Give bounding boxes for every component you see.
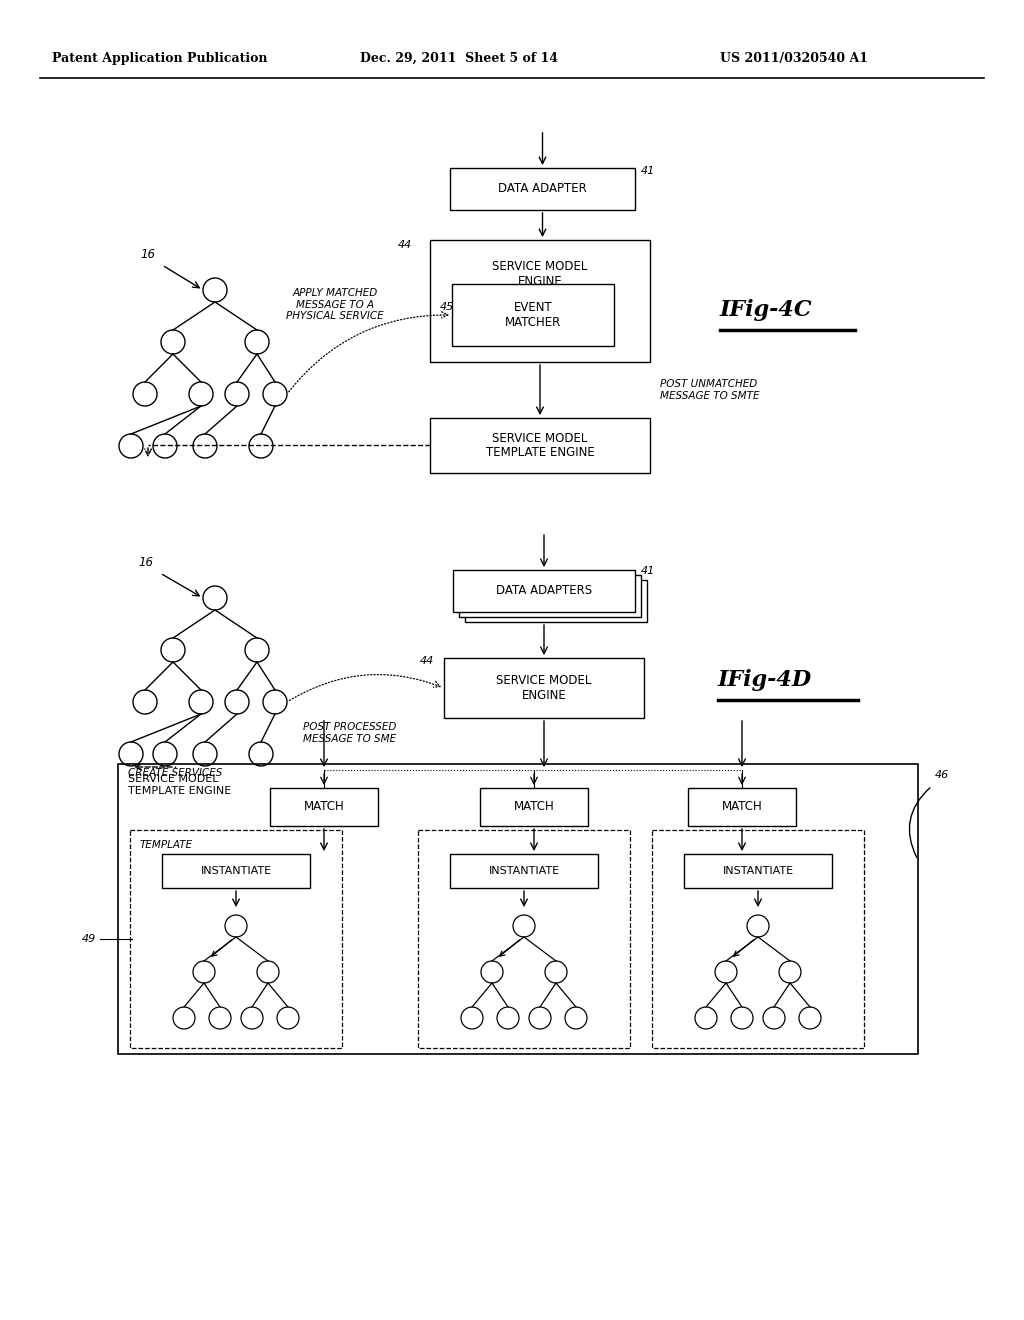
Bar <box>270 788 378 826</box>
Bar <box>459 576 641 616</box>
Text: DATA ADAPTERS: DATA ADAPTERS <box>496 585 592 598</box>
Text: INSTANTIATE: INSTANTIATE <box>201 866 271 876</box>
Bar <box>452 284 614 346</box>
Text: 16: 16 <box>140 248 155 261</box>
Text: IFig-4C: IFig-4C <box>720 300 813 321</box>
Bar <box>430 418 650 473</box>
Bar <box>688 788 796 826</box>
Text: EVENT
MATCHER: EVENT MATCHER <box>505 301 561 329</box>
Bar <box>418 830 630 1048</box>
Text: SERVICE MODEL
TEMPLATE ENGINE: SERVICE MODEL TEMPLATE ENGINE <box>128 774 231 796</box>
Text: 44: 44 <box>397 240 412 249</box>
Bar <box>450 854 598 888</box>
Bar <box>684 854 831 888</box>
Text: 16: 16 <box>138 556 153 569</box>
Text: TEMPLATE: TEMPLATE <box>140 840 194 850</box>
Bar <box>450 168 635 210</box>
Text: CREATE SERVICES: CREATE SERVICES <box>128 768 222 777</box>
Text: 41: 41 <box>641 566 655 576</box>
Text: APPLY MATCHED
MESSAGE TO A
PHYSICAL SERVICE: APPLY MATCHED MESSAGE TO A PHYSICAL SERV… <box>286 288 384 321</box>
Text: 44: 44 <box>420 656 434 667</box>
Text: MATCH: MATCH <box>514 800 554 813</box>
Text: MATCH: MATCH <box>304 800 344 813</box>
Text: SERVICE MODEL
ENGINE: SERVICE MODEL ENGINE <box>493 260 588 288</box>
Bar <box>453 570 635 612</box>
Bar <box>130 830 342 1048</box>
Text: SERVICE MODEL
ENGINE: SERVICE MODEL ENGINE <box>497 675 592 702</box>
Bar <box>652 830 864 1048</box>
Bar <box>430 240 650 362</box>
Text: 45: 45 <box>440 302 455 312</box>
Bar <box>162 854 310 888</box>
Text: POST UNMATCHED
MESSAGE TO SMTE: POST UNMATCHED MESSAGE TO SMTE <box>660 379 760 401</box>
Bar <box>480 788 588 826</box>
Bar <box>465 579 647 622</box>
Text: US 2011/0320540 A1: US 2011/0320540 A1 <box>720 51 868 65</box>
Bar <box>118 764 918 1053</box>
Text: INSTANTIATE: INSTANTIATE <box>488 866 559 876</box>
Text: IFig-4D: IFig-4D <box>718 669 812 690</box>
Text: INSTANTIATE: INSTANTIATE <box>723 866 794 876</box>
Text: 49: 49 <box>82 935 96 944</box>
Text: 41: 41 <box>641 166 655 176</box>
Text: Patent Application Publication: Patent Application Publication <box>52 51 267 65</box>
Text: 46: 46 <box>935 770 949 780</box>
Text: Dec. 29, 2011  Sheet 5 of 14: Dec. 29, 2011 Sheet 5 of 14 <box>360 51 558 65</box>
Text: SERVICE MODEL
TEMPLATE ENGINE: SERVICE MODEL TEMPLATE ENGINE <box>485 432 594 459</box>
Text: MATCH: MATCH <box>722 800 763 813</box>
Text: DATA ADAPTER: DATA ADAPTER <box>498 182 587 195</box>
Text: POST PROCESSED
MESSAGE TO SME: POST PROCESSED MESSAGE TO SME <box>303 722 396 743</box>
Bar <box>444 657 644 718</box>
